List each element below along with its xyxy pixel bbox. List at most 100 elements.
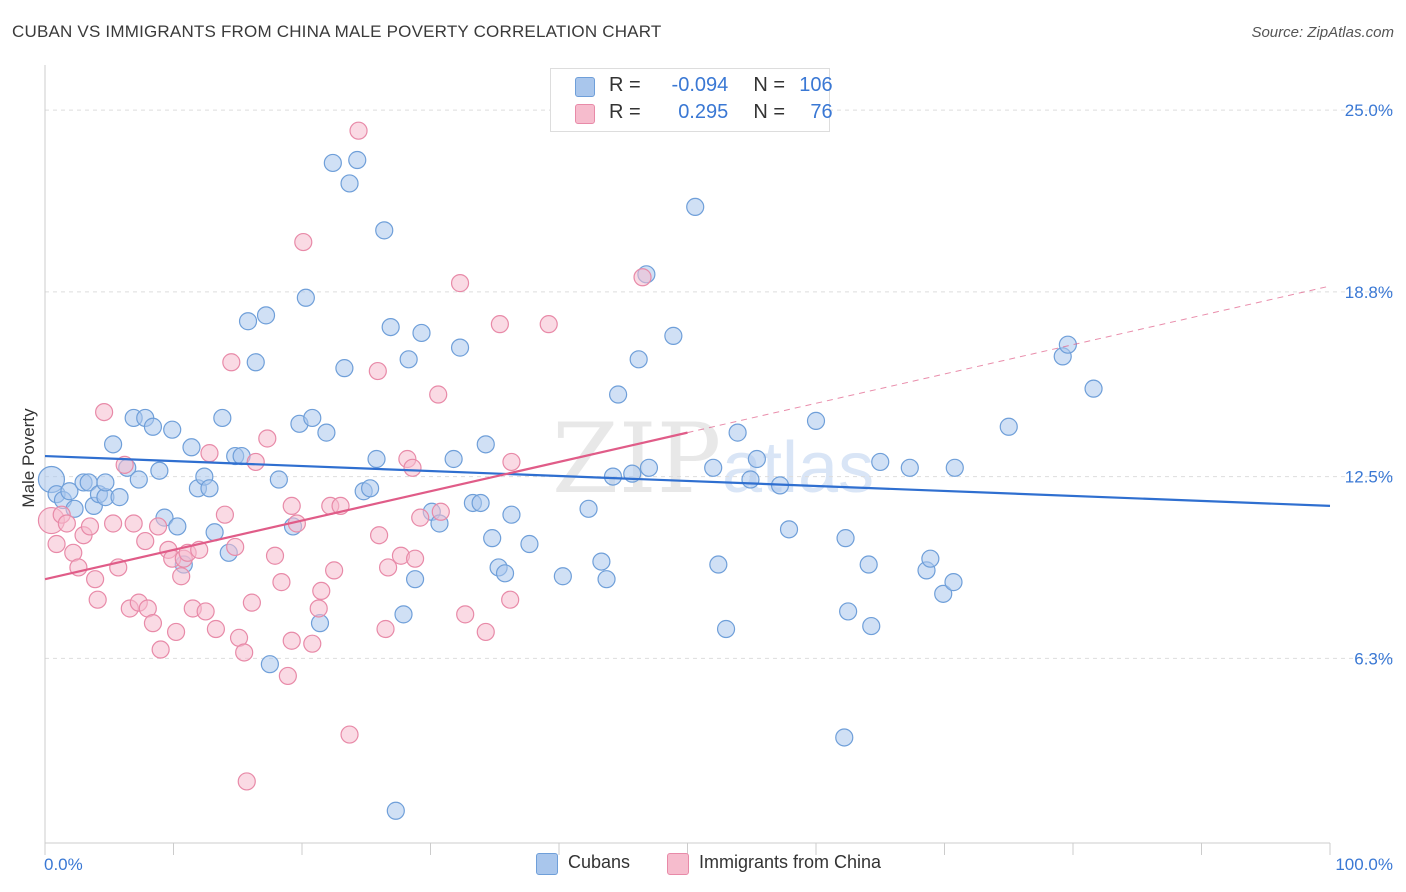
cubans-point: [104, 435, 123, 454]
axes: [44, 65, 1331, 855]
cubans-point: [579, 499, 598, 518]
china-point: [325, 561, 344, 580]
cubans-point: [629, 350, 648, 369]
china-point: [88, 590, 107, 609]
watermark-atlas: atlas: [722, 428, 874, 508]
legend-r-value: -0.094: [671, 74, 729, 96]
cubans-point: [143, 417, 163, 436]
china-point: [95, 402, 114, 422]
china-point: [200, 444, 219, 463]
source-credit: Source: ZipAtlas.com: [1251, 24, 1394, 41]
china-point: [633, 268, 652, 287]
cubans-point: [747, 449, 766, 469]
china-point: [57, 514, 76, 533]
china-point: [237, 772, 256, 791]
cubans-point: [597, 570, 616, 589]
china-point: [294, 232, 313, 252]
cubans-point: [260, 655, 279, 674]
china-point: [166, 622, 186, 642]
china-point: [258, 429, 277, 448]
china-point: [476, 622, 495, 642]
china-point: [226, 537, 245, 557]
cubans-point: [839, 602, 858, 621]
china-point: [124, 514, 143, 533]
china-point: [349, 121, 368, 140]
cubans-point: [381, 317, 400, 337]
legend-r-value: 0.295: [678, 101, 729, 123]
watermark-zip: ZIP: [552, 403, 721, 515]
china-trend-line: [44, 431, 688, 581]
china-point: [429, 385, 448, 404]
cubans-point: [238, 312, 258, 331]
cubans-point: [664, 326, 683, 345]
china-point: [282, 631, 301, 650]
china-point: [215, 505, 234, 524]
cubans-point: [999, 417, 1018, 436]
china-point: [539, 315, 558, 334]
cubans-point: [728, 423, 747, 442]
cubans-point: [60, 482, 79, 501]
cubans-point: [399, 350, 418, 369]
legend-n-label: N =: [753, 74, 786, 96]
y-tick-label: 12.5%: [1345, 468, 1393, 487]
china-point: [143, 614, 163, 633]
cubans-point: [945, 458, 964, 477]
china-point: [272, 573, 291, 592]
cubans-point: [1058, 335, 1077, 354]
china-point: [370, 526, 389, 545]
cubans-point: [862, 616, 881, 636]
cubans-point: [934, 584, 953, 603]
china-point: [431, 502, 450, 521]
china-point: [368, 361, 387, 381]
china-point: [235, 643, 254, 662]
cubans-point: [129, 470, 148, 489]
cubans-point: [592, 552, 611, 571]
legend-swatch-china: [575, 104, 595, 124]
cubans-point: [639, 458, 659, 477]
cubans-point: [520, 534, 539, 554]
cubans-point: [405, 570, 425, 589]
cubans-point: [412, 323, 431, 343]
cubans-point: [553, 567, 572, 586]
china-point: [490, 315, 509, 334]
china-point: [104, 514, 123, 533]
china-point: [86, 570, 105, 589]
cubans-point: [704, 458, 723, 477]
china-point: [303, 634, 322, 653]
china-point: [115, 455, 134, 474]
cubans-point: [779, 520, 799, 539]
legend-swatch-cubans: [575, 77, 595, 97]
cubans-point: [686, 197, 705, 217]
cubans-point: [361, 479, 380, 498]
y-tick-label: 25.0%: [1345, 101, 1393, 120]
cubans-point: [303, 408, 322, 428]
cubans-point: [709, 555, 728, 574]
china-point: [456, 605, 475, 624]
china-trend-extension: [687, 285, 1331, 434]
china-point: [222, 353, 241, 372]
cubans-point: [375, 221, 394, 240]
x-tick-labels: 0.0% 100.0%: [44, 855, 1393, 874]
cubans-point: [495, 564, 515, 583]
legend-n-label: N =: [753, 101, 786, 123]
bottom-legend-swatch-china: [667, 853, 689, 875]
legend-r-label: R =: [609, 74, 641, 96]
cubans-point: [213, 408, 232, 428]
china-point: [246, 452, 265, 472]
cubans-point: [806, 411, 826, 430]
cubans-point: [323, 153, 342, 173]
china-point: [148, 517, 168, 536]
china-point: [502, 452, 521, 472]
cubans-point: [367, 449, 386, 469]
cubans-point: [921, 549, 940, 568]
correlation-legend: R = -0.094 N = 106 R = 0.295 N = 76: [550, 68, 833, 132]
cubans-point: [256, 306, 276, 325]
legend-r-label: R =: [609, 101, 641, 123]
china-point: [136, 531, 155, 551]
china-point: [242, 593, 261, 612]
cubans-point: [871, 452, 890, 472]
cubans-point: [246, 353, 265, 372]
bottom-legend-swatch-cubans: [536, 853, 558, 875]
cubans-point: [200, 479, 219, 498]
